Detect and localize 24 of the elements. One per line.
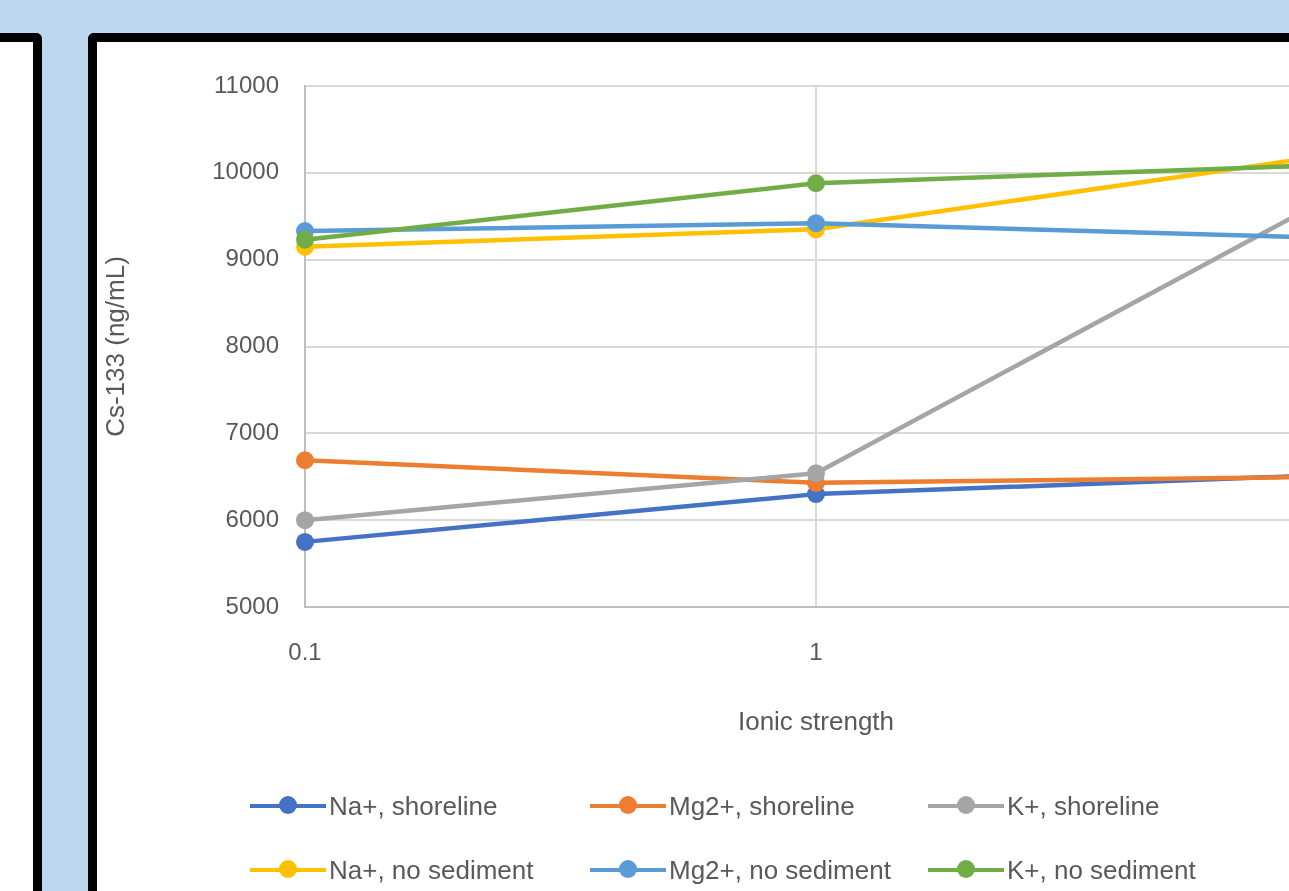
point <box>296 511 314 530</box>
legend-label: Na+, no sediment <box>329 854 534 886</box>
y-tick-label: 10000 <box>212 157 279 185</box>
legend-label: Mg2+, no sediment <box>669 854 891 886</box>
point <box>296 230 314 249</box>
point <box>807 174 825 193</box>
y-tick-label: 6000 <box>225 504 279 532</box>
y-tick-label: 7000 <box>225 417 279 445</box>
x-axis-title: Ionic strength <box>737 705 895 736</box>
legend-label: Mg2+, shoreline <box>669 790 855 822</box>
legend-label: Na+, shoreline <box>329 790 498 822</box>
y-tick-label: 8000 <box>225 331 279 359</box>
y-tick-label: 5000 <box>225 591 279 619</box>
point <box>807 464 825 483</box>
y-axis-title: Cs-133 (ng/mL) <box>99 256 130 437</box>
point <box>296 532 314 551</box>
y-tick-label: 11000 <box>214 70 279 98</box>
y-tick-label: 9000 <box>225 244 279 272</box>
x-tick-label: 0.1 <box>288 638 322 666</box>
legend-label: K+, no sediment <box>1007 854 1196 886</box>
legend-label: K+, shoreline <box>1007 790 1160 822</box>
point <box>807 214 825 233</box>
x-tick-label: 1 <box>809 638 823 666</box>
point <box>296 451 314 470</box>
